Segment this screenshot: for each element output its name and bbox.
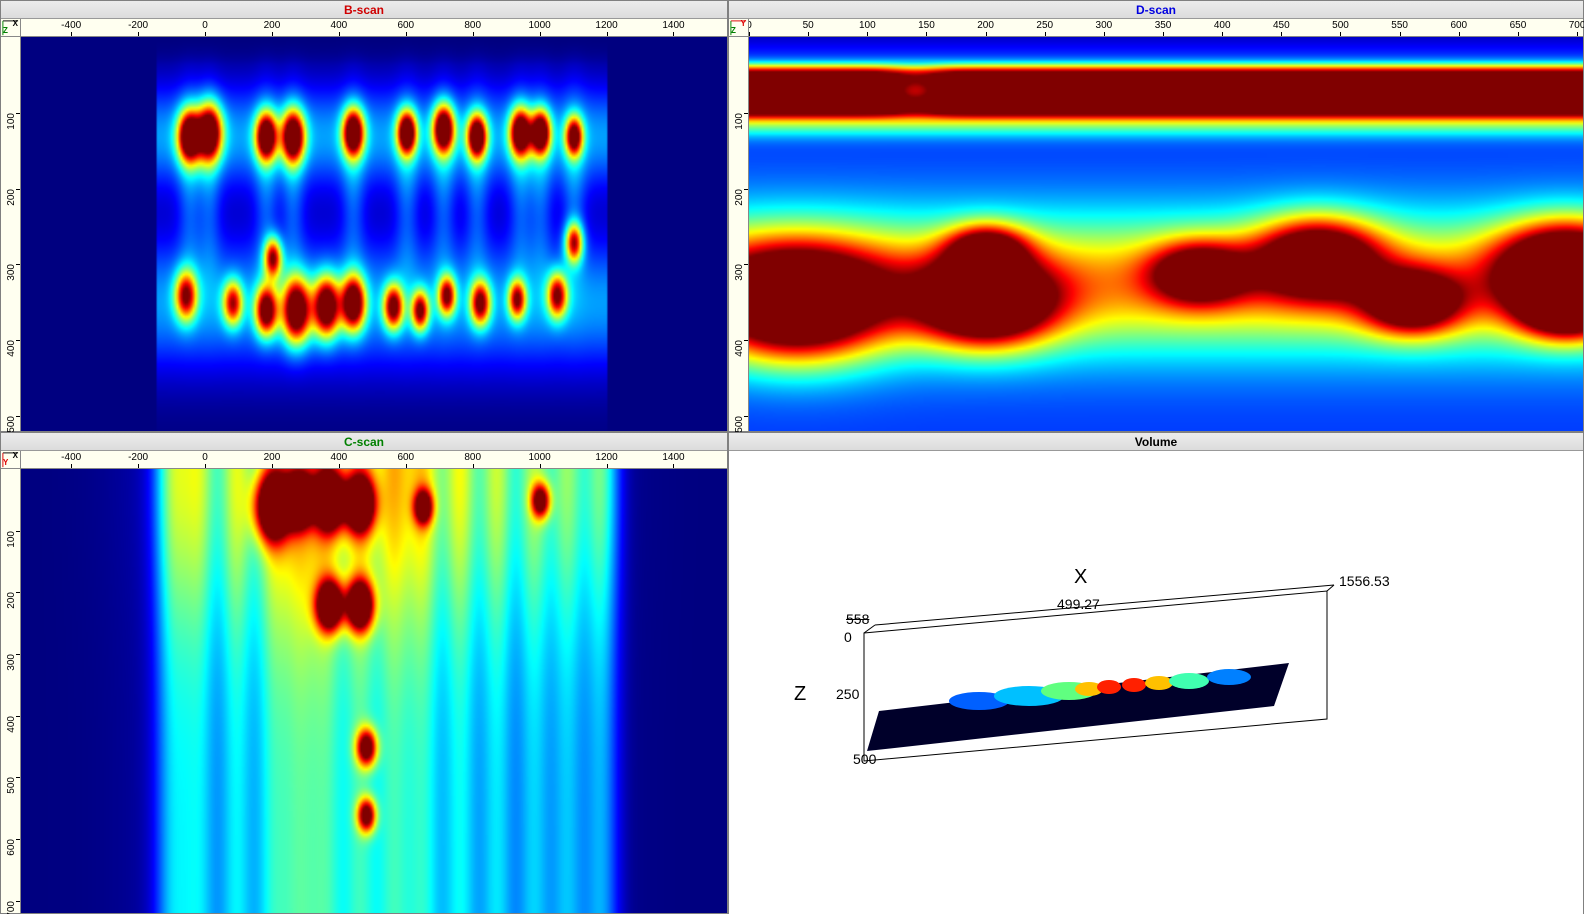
dscan-x-ruler: 0501001502002503003504004505005506006507… <box>749 19 1583 37</box>
cscan-plot[interactable] <box>21 469 727 913</box>
bscan-title-text: B-scan <box>344 3 384 17</box>
dscan-title-text: D-scan <box>1136 3 1176 17</box>
volume-z-0: 0 <box>844 629 852 645</box>
volume-title: Volume <box>729 433 1583 451</box>
bscan-corner: X Z <box>1 19 21 37</box>
volume-x-axis-label: X <box>1074 566 1087 589</box>
bscan-title: B-scan <box>1 1 727 19</box>
cscan-x-ruler: -400-2000200400600800100012001400 <box>21 451 727 469</box>
dscan-y-ruler: 100200300400500 <box>729 37 749 431</box>
bscan-heatmap <box>21 37 727 431</box>
volume-x-mid: 499.27 <box>1057 596 1100 612</box>
volume-y-val: 558 <box>846 611 869 627</box>
corner-x-label: X <box>13 20 18 28</box>
cscan-title: C-scan <box>1 433 727 451</box>
volume-plot[interactable]: X Z 499.27 1556.53 558 0 250 500 <box>729 451 1583 914</box>
corner-y-label: Y <box>3 459 8 467</box>
cscan-title-text: C-scan <box>344 435 384 449</box>
dscan-plot[interactable] <box>749 37 1583 431</box>
bscan-x-ruler: -400-2000200400600800100012001400 <box>21 19 727 37</box>
dscan-panel: D-scan Y Z 05010015020025030035040045050… <box>728 0 1584 432</box>
volume-3d-view <box>729 451 1583 913</box>
cscan-y-ruler: 100200300400500600700 <box>1 469 21 913</box>
cscan-heatmap <box>21 469 727 913</box>
dscan-corner: Y Z <box>729 19 749 37</box>
cscan-panel: C-scan X Y -400-200020040060080010001200… <box>0 432 728 914</box>
volume-z-axis-label: Z <box>794 683 806 706</box>
dscan-heatmap <box>749 37 1583 431</box>
bscan-panel: B-scan X Z -400-200020040060080010001200… <box>0 0 728 432</box>
corner-z-label: Z <box>3 27 8 35</box>
corner-y-label: Y <box>741 20 746 28</box>
bscan-plot[interactable] <box>21 37 727 431</box>
bscan-y-ruler: 100200300400500 <box>1 37 21 431</box>
corner-z-label: Z <box>731 27 736 35</box>
corner-x-label: X <box>13 452 18 460</box>
cscan-corner: X Y <box>1 451 21 469</box>
volume-panel: Volume <box>728 432 1584 914</box>
volume-title-text: Volume <box>1135 435 1177 449</box>
dscan-title: D-scan <box>729 1 1583 19</box>
volume-z-max: 500 <box>853 751 876 767</box>
volume-x-max: 1556.53 <box>1339 573 1390 589</box>
volume-z-mid: 250 <box>836 686 859 702</box>
